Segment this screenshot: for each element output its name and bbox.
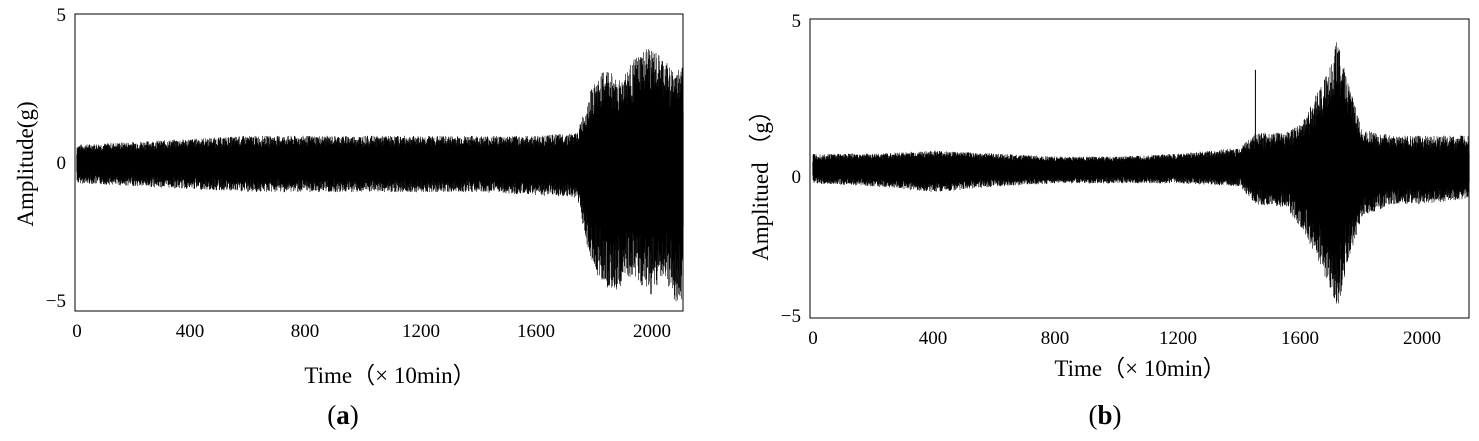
y-tick-label: 0 (57, 153, 67, 174)
x-tick-label: 400 (176, 321, 205, 342)
y-axis-label: Amplitued （g） (748, 99, 773, 261)
x-tick-label: 0 (72, 321, 82, 342)
y-tick-label: −5 (46, 291, 66, 312)
y-tick-label: 5 (792, 11, 802, 32)
x-tick-label: 1200 (1159, 328, 1197, 349)
x-tick-label: 0 (808, 328, 818, 349)
y-tick-label: 5 (57, 5, 67, 26)
chart-panel-a: 5 0 −5 0 400 800 1200 1600 2000 Time（× 1… (13, 5, 684, 430)
panel-label-a: (a) (327, 400, 359, 430)
y-axis-label: Amplitude(g) (13, 101, 38, 226)
x-tick-label: 800 (291, 321, 320, 342)
x-axis-label: Time（× 10min） (1054, 356, 1225, 381)
x-tick-label: 2000 (1403, 328, 1441, 349)
y-tick-label: −5 (781, 306, 801, 327)
x-tick-label: 1200 (402, 321, 440, 342)
x-tick-label: 400 (919, 328, 948, 349)
waveform-b (812, 42, 1470, 304)
waveform-core (812, 108, 1470, 232)
x-tick-label: 1600 (517, 321, 555, 342)
x-tick-label: 800 (1041, 328, 1070, 349)
waveform-core (76, 110, 684, 227)
waveform-a (76, 49, 684, 304)
x-axis-label: Time（× 10min） (304, 363, 475, 388)
x-tick-label: 2000 (633, 321, 671, 342)
chart-panel-b: 5 0 −5 0 400 800 1200 1600 2000 Time（× 1… (748, 11, 1470, 430)
x-tick-label: 1600 (1281, 328, 1319, 349)
y-tick-label: 0 (792, 167, 802, 188)
panel-label-b: (b) (1088, 400, 1121, 430)
